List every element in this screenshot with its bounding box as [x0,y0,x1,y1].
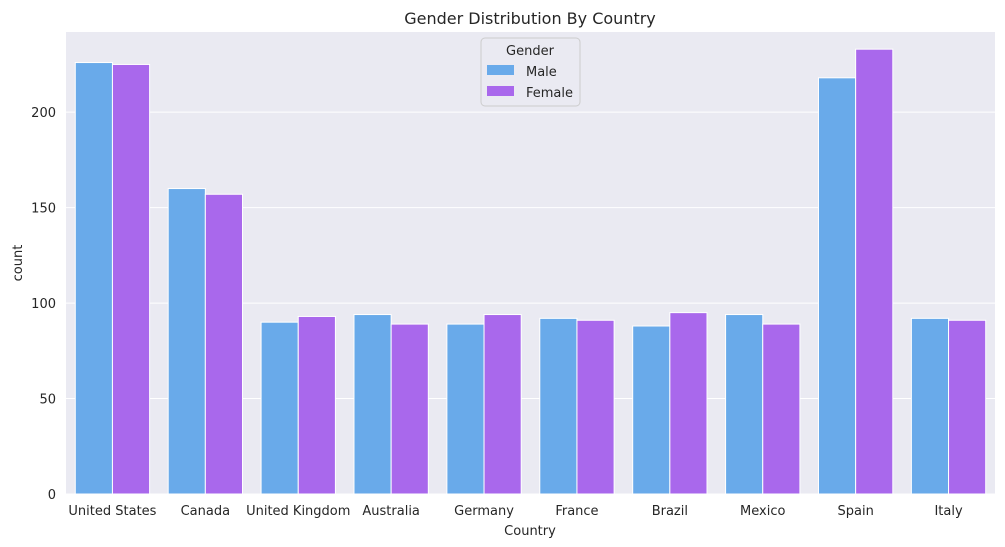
x-tick-label: Brazil [652,504,688,519]
bar-female-australia [390,323,429,495]
chart-title: Gender Distribution By Country [404,9,656,28]
bar-female-france [576,319,615,495]
bar-female-brazil [669,312,708,495]
x-tick-label: Spain [837,504,873,519]
legend-label-female: Female [526,86,573,101]
bar-male-mexico [725,314,764,495]
bar-female-mexico [762,323,801,495]
y-tick-label: 50 [39,393,56,408]
y-tick-label: 150 [31,202,56,217]
x-axis-label: Country [504,524,556,539]
bar-male-germany [446,323,485,495]
bar-female-canada [204,193,244,495]
y-tick-label: 0 [48,488,56,503]
legend: Gender Male Female [480,37,581,107]
x-tick-labels: United States Canada United Kingdom Austral… [68,504,963,519]
legend-swatch-male [487,65,514,75]
x-tick-label: Italy [934,504,963,519]
bar-male-spain [817,77,857,495]
bar-male-united-states [74,62,113,495]
bar-female-united-kingdom [297,315,336,495]
bar-male-canada [167,188,206,495]
x-tick-label: United States [68,504,156,519]
x-tick-label: Australia [362,504,420,519]
bars [74,48,987,495]
bar-male-united-kingdom [260,321,299,495]
y-axis-label: count [11,245,26,282]
x-tick-label: United Kingdom [246,504,350,519]
y-tick-labels: 0 50 100 150 200 [31,106,56,503]
bar-female-germany [483,314,522,495]
bar-female-spain [855,48,894,495]
y-tick-label: 100 [31,297,56,312]
bar-female-italy [948,319,987,495]
legend-label-male: Male [526,65,557,80]
bar-male-brazil [632,325,671,495]
x-tick-label: France [555,504,598,519]
bar-female-united-states [111,63,151,495]
bar-male-italy [910,317,950,495]
x-tick-label: Germany [454,504,514,519]
x-tick-label: Canada [181,504,230,519]
legend-swatch-female [487,86,514,96]
x-tick-label: Mexico [740,504,785,519]
y-tick-label: 200 [31,106,56,121]
bar-male-france [539,317,578,495]
legend-title: Gender [506,44,555,59]
bar-male-australia [353,314,392,495]
